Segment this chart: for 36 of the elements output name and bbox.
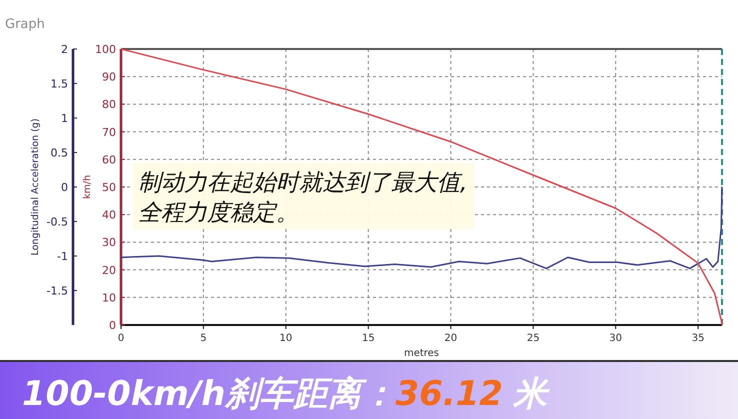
x-tick-label: 15: [362, 333, 375, 344]
x-tick-label: 25: [526, 333, 540, 344]
y2-axis-title: km/h: [82, 175, 93, 199]
y2-tick-label: 10: [102, 291, 116, 304]
y-tick-label: -0.5: [46, 216, 68, 228]
y-tick-label: 1.5: [50, 78, 68, 90]
y-tick-label: 0.5: [50, 146, 68, 160]
y-tick-label: -1: [57, 250, 68, 263]
y-tick-label: 0: [61, 181, 68, 194]
chart-title: Graph: [5, 17, 45, 32]
y2-tick-label: 90: [102, 70, 116, 84]
y2-tick-label: 20: [102, 264, 116, 277]
y2-tick-label: 30: [102, 236, 116, 250]
x-tick-label: 30: [609, 333, 622, 344]
y-tick-label: 1: [61, 112, 68, 125]
x-axis-title: metres: [404, 348, 440, 359]
x-tick-label: 5: [200, 333, 207, 344]
y2-tick-label: 100: [95, 43, 116, 56]
x-tick-label: 35: [692, 333, 704, 344]
annotation: 制动力在起始时就达到了最大值, 全程力度稳定。: [133, 163, 474, 229]
y-tick-label: -1.5: [46, 284, 68, 298]
text: 米: [512, 374, 550, 414]
annotation: 制动力在起始时就达到了最大值, 全程力度稳定。: [138, 170, 468, 226]
text: 100-0km/h刹车距离：: [22, 374, 396, 414]
y2-tick-label: 50: [102, 181, 116, 194]
x-tick-label: 0: [118, 333, 124, 344]
y-axis-title: Longitudinal Acceleration (g): [30, 118, 41, 256]
y2-tick-label: 40: [102, 208, 116, 222]
y-tick-label: 2: [61, 43, 68, 56]
x-tick-label: 20: [444, 333, 458, 344]
text: 36.12: [395, 374, 503, 414]
y2-tick-label: 80: [102, 98, 116, 112]
y2-tick-label: 0: [109, 319, 116, 332]
y2-tick-label: 60: [102, 153, 116, 166]
x-tick-label: 10: [280, 333, 292, 344]
y2-tick-label: 70: [102, 126, 116, 139]
